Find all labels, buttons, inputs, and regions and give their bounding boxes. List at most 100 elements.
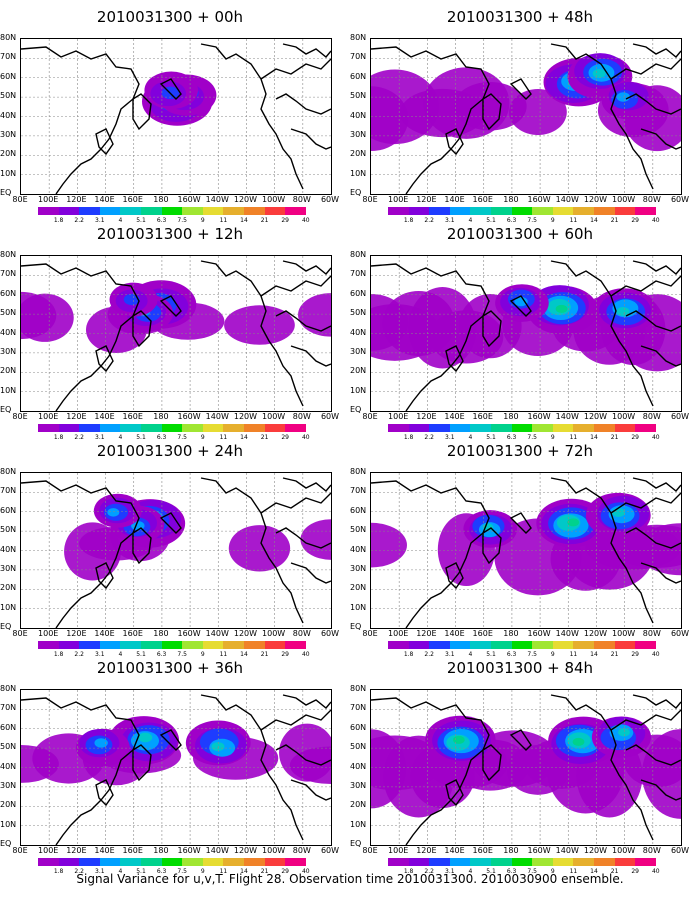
colorbar-swatch <box>243 424 265 432</box>
lon-tick-label: 160E <box>472 412 493 421</box>
lon-tick-label: 100E <box>388 629 409 638</box>
lon-tick-label: 160W <box>527 629 551 638</box>
lon-tick-label: 180 <box>153 412 169 421</box>
colorbar-label: 4 <box>118 217 123 224</box>
coastline <box>132 93 152 131</box>
lon-tick-label: 80W <box>292 412 311 421</box>
colorbar-label: 14 <box>240 217 248 224</box>
coastline <box>132 744 152 782</box>
lon-tick-label: 140E <box>94 195 115 204</box>
colorbar-swatch <box>490 641 512 649</box>
colorbar-swatch <box>614 207 636 215</box>
lat-tick-label: 40N <box>0 544 17 554</box>
lat-tick-label: 30N <box>350 129 367 139</box>
colorbar-swatch <box>408 858 430 866</box>
lon-tick-label: 140E <box>94 412 115 421</box>
map-panel: 2010031300 + 24h 80N 70N 60N 50N 40N 30N 20N 10N… <box>0 442 340 658</box>
colorbar <box>388 641 656 649</box>
lon-tick-label: 100E <box>38 195 59 204</box>
lon-tick-label: 160W <box>527 195 551 204</box>
lon-tick-label: 120E <box>416 195 437 204</box>
lon-tick-label: 160E <box>122 412 143 421</box>
colorbar-label: 21 <box>260 651 269 658</box>
lon-tick-label: 120E <box>66 846 87 855</box>
colorbar-swatch <box>120 424 141 432</box>
lon-tick-label: 120W <box>233 195 258 204</box>
lon-tick-label: 100E <box>388 412 409 421</box>
colorbar-label: 29 <box>281 434 290 441</box>
coastline <box>632 477 681 492</box>
colorbar-label: 3.1 <box>445 434 455 441</box>
lat-tick-label: 50N <box>350 91 367 101</box>
colorbar-label: 11 <box>219 868 228 875</box>
variance-contour <box>572 737 585 746</box>
colorbar-label: 21 <box>260 217 269 224</box>
colorbar-label: 9 <box>550 217 555 224</box>
coastline <box>482 744 502 782</box>
colorbar-swatch <box>120 641 141 649</box>
panel-title: 2010031300 + 48h <box>446 8 594 26</box>
coastline <box>610 58 681 80</box>
colorbar-label: 9 <box>550 868 555 875</box>
colorbar-swatch <box>408 641 430 649</box>
lat-tick-label: 50N <box>350 742 367 752</box>
colorbar-swatch <box>120 207 141 215</box>
lat-tick-label: 50N <box>0 742 17 752</box>
lat-tick-label: 60N <box>0 505 17 515</box>
variance-field <box>21 473 331 628</box>
colorbar-swatch <box>552 207 574 215</box>
lat-tick-label: EQ <box>0 622 12 631</box>
lat-tick-label: 60N <box>350 722 367 732</box>
map-plot <box>370 472 682 629</box>
colorbar-label: 2.2 <box>74 434 84 441</box>
variance-region <box>642 729 681 819</box>
colorbar-swatch <box>79 424 100 432</box>
colorbar-swatch <box>285 641 306 649</box>
lon-tick-label: 180 <box>503 846 519 855</box>
colorbar-label: 3.1 <box>95 651 105 658</box>
lon-tick-label: 160E <box>472 846 493 855</box>
colorbar-label: 5.1 <box>136 868 146 875</box>
colorbar-label: 40 <box>301 868 310 875</box>
colorbar-swatch <box>243 858 265 866</box>
lat-tick-label: 10N <box>350 819 367 829</box>
colorbar-swatch <box>264 424 286 432</box>
colorbar-swatch <box>58 641 80 649</box>
lon-tick-label: 80W <box>642 412 661 421</box>
colorbar-swatch <box>99 641 121 649</box>
lat-tick-label: EQ <box>0 405 12 414</box>
lon-tick-label: 100W <box>262 195 286 204</box>
lat-tick-label: 80N <box>350 684 367 693</box>
variance-contour <box>616 306 630 316</box>
lon-tick-label: 100E <box>38 412 59 421</box>
lat-tick-label: 70N <box>350 703 367 713</box>
lon-tick-label: 100W <box>262 412 286 421</box>
colorbar-swatch <box>490 207 512 215</box>
lon-tick-label: 140E <box>94 846 115 855</box>
coastline <box>159 295 182 317</box>
colorbar-label: 1.8 <box>53 651 64 658</box>
coastline <box>550 260 654 407</box>
lat-tick-label: 30N <box>0 346 17 356</box>
colorbar-swatch <box>388 858 409 866</box>
colorbar <box>38 641 306 649</box>
coastline <box>509 729 532 751</box>
lat-tick-label: 40N <box>350 761 367 771</box>
colorbar-swatch <box>243 207 265 215</box>
colorbar-label: 1.8 <box>403 434 414 441</box>
colorbar-label: 6.3 <box>506 434 517 441</box>
colorbar-label: 6.3 <box>506 217 517 224</box>
colorbar-swatch <box>532 641 553 649</box>
lon-tick-label: 60W <box>670 846 690 855</box>
lon-tick-label: 120W <box>583 412 608 421</box>
coastline <box>159 512 182 534</box>
variance-field <box>21 39 331 194</box>
lat-tick-label: EQ <box>0 839 12 848</box>
colorbar-label: 2.2 <box>424 434 434 441</box>
colorbar-swatch <box>388 641 409 649</box>
colorbar-swatch <box>161 641 183 649</box>
colorbar-swatch <box>202 641 224 649</box>
colorbar-label: 9 <box>200 651 205 658</box>
panel-title: 2010031300 + 00h <box>96 8 244 26</box>
colorbar-label: 4 <box>118 651 123 658</box>
